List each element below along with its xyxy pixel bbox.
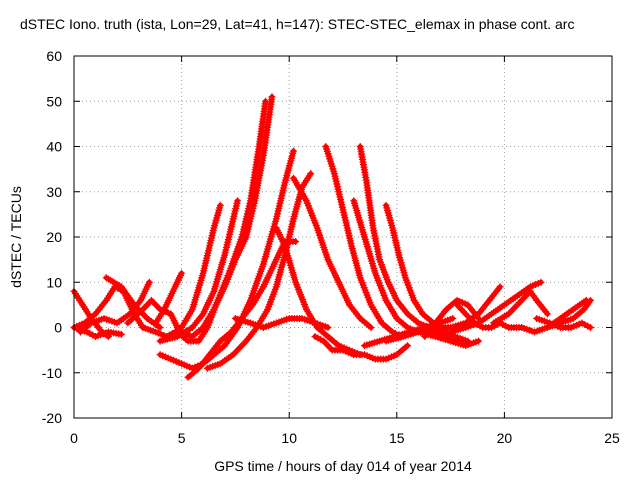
y-tick-label: -20 (42, 410, 62, 426)
plus-marker (307, 170, 315, 178)
plus-marker (449, 314, 457, 322)
plus-marker (156, 324, 164, 331)
plus-marker (268, 93, 276, 101)
plus-marker (586, 324, 594, 331)
y-tick-label: 10 (46, 274, 62, 290)
x-tick-label: 15 (389, 430, 405, 446)
data-arc (290, 174, 375, 331)
data-arc (178, 93, 276, 341)
y-tick-label: 40 (46, 139, 62, 155)
data-arc (382, 328, 483, 350)
plus-marker (216, 201, 224, 209)
data-arc (447, 278, 545, 336)
plus-marker (290, 147, 298, 155)
x-tick-label: 25 (604, 430, 620, 446)
data-arc (322, 143, 405, 341)
plus-marker (404, 342, 412, 350)
plus-marker (234, 197, 242, 205)
data-arc (231, 314, 332, 331)
y-axis-label: dSTEC / TECUs (8, 186, 24, 288)
y-tick-label: -10 (42, 365, 62, 381)
data-arc (490, 287, 551, 327)
plus-marker (324, 324, 332, 331)
data-arc (311, 333, 412, 363)
y-tick-label: 30 (46, 184, 62, 200)
x-tick-label: 5 (178, 430, 186, 446)
y-tick-labels: -20 -10 0 10 20 30 40 50 60 (42, 48, 62, 426)
data-arcs (70, 93, 594, 381)
data-arc (124, 296, 181, 331)
chart-title: dSTEC Iono. truth (ista, Lon=29, Lat=41,… (20, 16, 574, 32)
plus-marker (178, 269, 186, 277)
data-arc (102, 274, 164, 331)
y-tick-label: 20 (46, 229, 62, 245)
data-arc (76, 278, 153, 336)
y-tick-label: 0 (54, 320, 62, 336)
plus-marker (543, 310, 551, 318)
plus-marker (367, 324, 375, 331)
plus-marker (496, 283, 504, 291)
plus-marker (145, 278, 153, 286)
plus-marker (475, 337, 483, 345)
plus-marker (537, 278, 545, 286)
y-tick-label: 60 (46, 48, 62, 64)
plus-marker (586, 296, 594, 304)
data-arc (543, 296, 594, 331)
data-arc (533, 314, 594, 331)
y-tick-label: 50 (46, 93, 62, 109)
x-axis-label: GPS time / hours of day 014 of year 2014 (214, 458, 472, 474)
x-tick-label: 0 (70, 430, 78, 446)
x-tick-labels: 0 5 10 15 20 25 (70, 430, 620, 446)
data-arc (203, 170, 315, 372)
plot-frame (73, 55, 613, 419)
x-tick-label: 20 (497, 430, 513, 446)
x-tick-label: 10 (281, 430, 297, 446)
plus-marker (117, 330, 125, 338)
data-arc (173, 97, 270, 345)
data-arc (152, 269, 186, 327)
plus-marker (292, 238, 300, 246)
grid-lines (73, 55, 613, 419)
data-arc (432, 283, 504, 331)
